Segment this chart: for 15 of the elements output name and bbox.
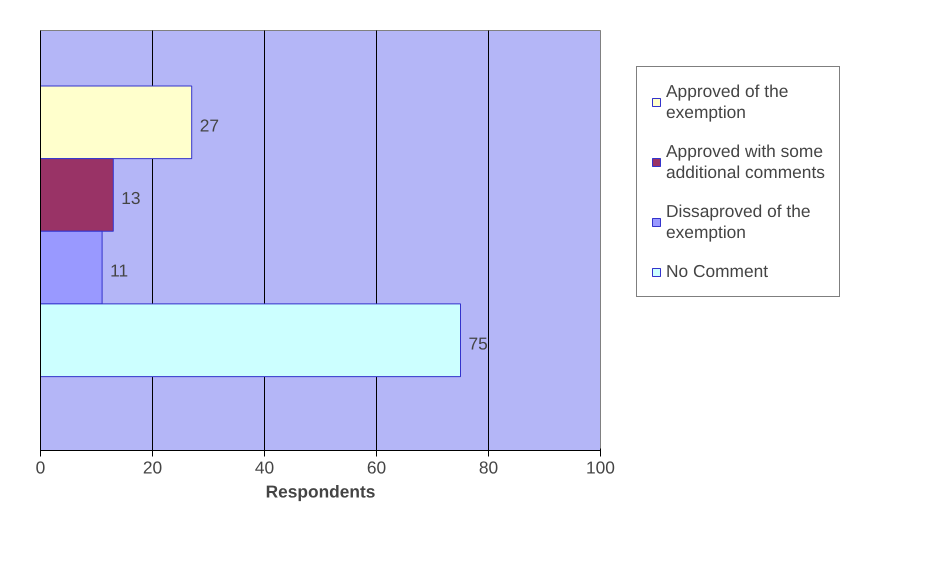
legend-label: Dissaproved of the exemption [666, 201, 810, 243]
legend-label: No Comment [666, 261, 768, 282]
data-label: 75 [468, 333, 488, 354]
x-tick-label: 40 [254, 458, 274, 478]
legend-label: Approved of the exemption [666, 81, 788, 123]
data-label: 11 [110, 260, 128, 281]
x-axis-title: Respondents [266, 482, 376, 502]
data-label: 13 [121, 188, 141, 208]
x-tick-label: 0 [36, 458, 46, 478]
legend-label: Approved with some additional comments [666, 141, 825, 183]
x-tick-label: 60 [366, 458, 386, 478]
data-label: 27 [200, 115, 219, 136]
x-tick-label: 80 [478, 458, 498, 478]
x-tick-label: 100 [586, 458, 615, 478]
x-tick-label: 20 [142, 458, 162, 478]
